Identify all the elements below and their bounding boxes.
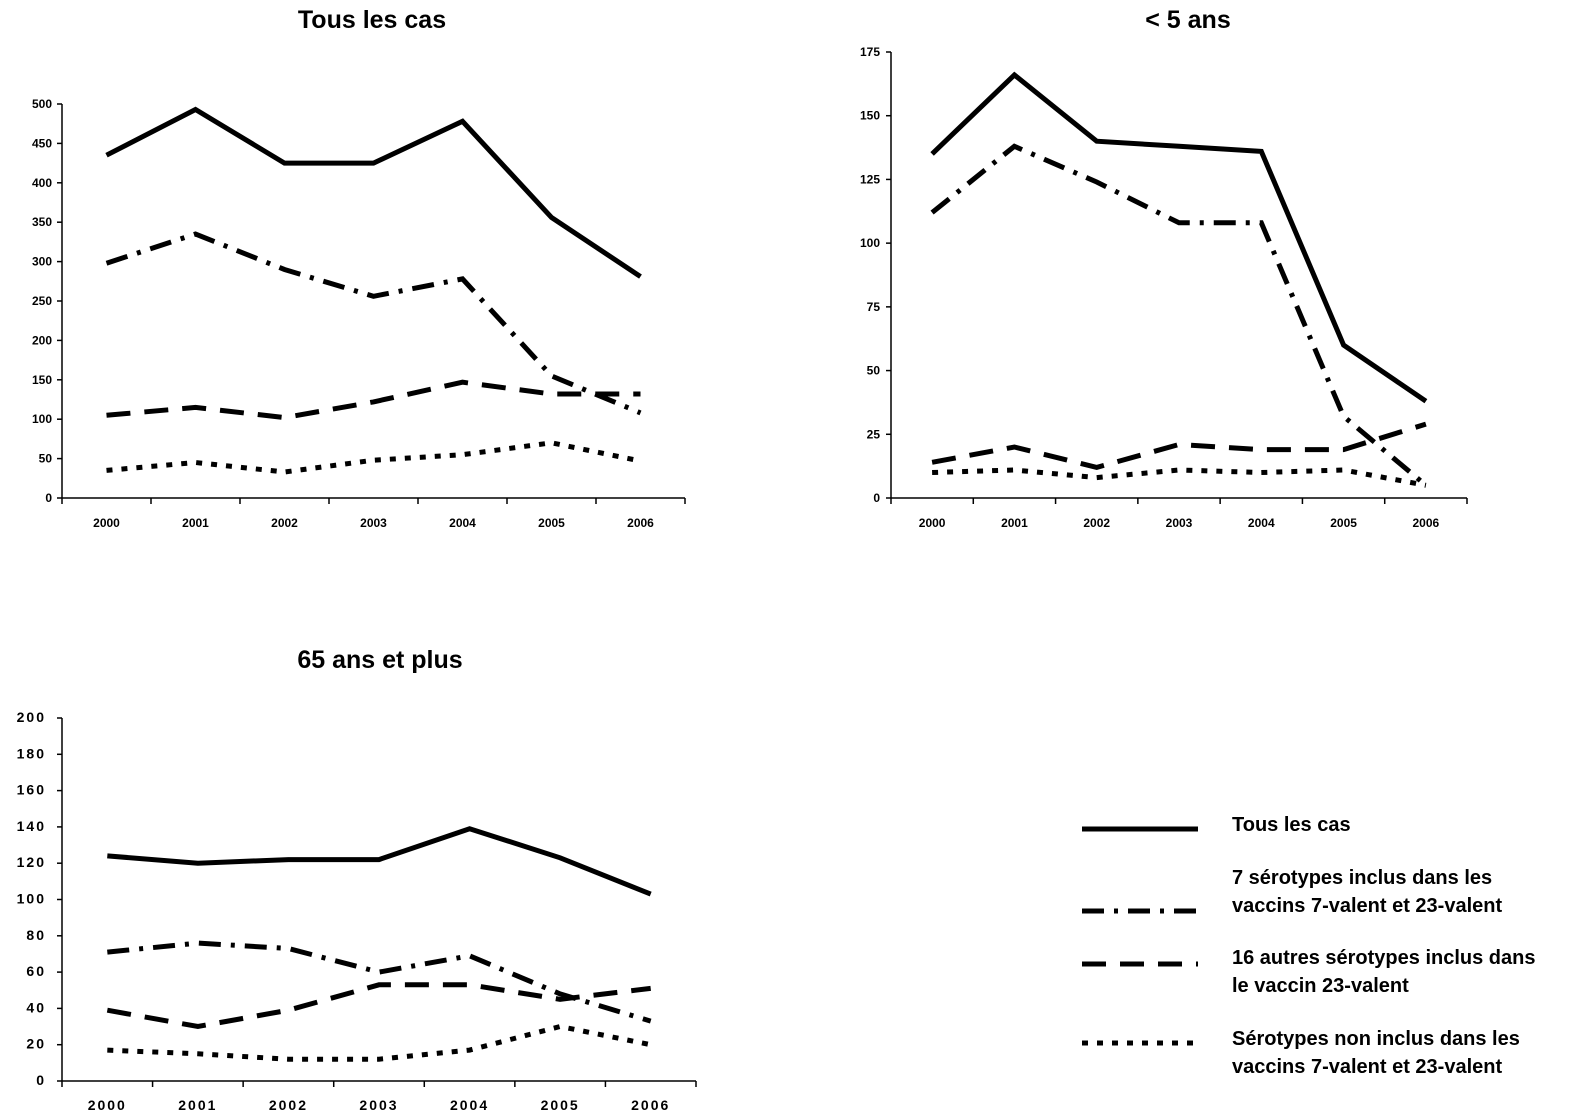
x-tick-label: 2003: [360, 516, 387, 530]
x-tick-label: 2003: [1166, 516, 1193, 530]
y-tick-label: 100: [32, 412, 52, 426]
series-line-solid: [930, 71, 1428, 404]
x-tick-label: 2004: [1248, 516, 1275, 530]
y-tick-label: 350: [32, 215, 52, 229]
y-tick-label: 140: [17, 818, 46, 834]
series-line-dashdot: [105, 231, 642, 416]
y-tick-label: 40: [26, 999, 46, 1015]
y-tick-label: 125: [860, 172, 880, 186]
x-tick-label: 2000: [93, 516, 120, 530]
y-tick-label: 60: [26, 963, 46, 979]
y-tick-label: 100: [860, 236, 880, 250]
y-tick-label: 175: [860, 45, 880, 59]
x-tick-label: 2005: [1330, 516, 1357, 530]
chart-title: 65 ans et plus: [297, 646, 462, 674]
legend: Tous les cas 7 sérotypes inclus dans les v…: [1082, 814, 1535, 1078]
y-tick-label: 250: [32, 294, 52, 308]
y-tick-label: 80: [26, 927, 46, 943]
series-line-dashdot: [930, 143, 1428, 488]
y-tick-label: 25: [867, 427, 881, 441]
x-tick-label: 2001: [182, 516, 209, 530]
y-tick-label: 180: [17, 745, 46, 761]
y-tick-label: 300: [32, 255, 52, 269]
x-tick-label: 2001: [178, 1097, 217, 1113]
chart-title: < 5 ans: [1145, 6, 1230, 34]
chart-tous-les-cas: Tous les cas 0 50 100 150 200 250 300 350 400 450…: [32, 6, 686, 530]
x-tick-label: 2000: [88, 1097, 127, 1113]
legend-label: vaccins 7-valent et 23-valent: [1232, 895, 1502, 917]
chart-moins-de-5-ans: < 5 ans 0 25 50 75 100 125 150 175 2000 2001 2002 2…: [860, 6, 1468, 530]
legend-label: Sérotypes non inclus dans les: [1232, 1028, 1520, 1050]
series-line-dotted: [107, 1023, 652, 1062]
y-tick-label: 160: [17, 782, 46, 798]
x-tick-label: 2002: [1083, 516, 1110, 530]
y-tick-label: 150: [32, 373, 52, 387]
x-tick-label: 2002: [269, 1097, 308, 1113]
x-tick-label: 2003: [359, 1097, 398, 1113]
y-tick-label: 500: [32, 97, 52, 111]
x-tick-label: 2005: [538, 516, 565, 530]
y-tick-label: 450: [32, 136, 52, 150]
y-tick-label: 120: [17, 854, 46, 870]
legend-label: Tous les cas: [1232, 814, 1351, 836]
y-tick-label: 0: [45, 491, 52, 505]
y-tick-label: 50: [867, 364, 881, 378]
chart-title: Tous les cas: [298, 6, 446, 34]
y-tick-label: 75: [867, 300, 881, 314]
x-tick-label: 2005: [541, 1097, 580, 1113]
legend-label: 16 autres sérotypes inclus dans: [1232, 947, 1535, 969]
series-line-solid: [107, 826, 652, 897]
chart-65-ans-et-plus: 65 ans et plus 0 20 40 60 80 100 120 140 160 180 2…: [17, 646, 697, 1113]
legend-label: 7 sérotypes inclus dans les: [1232, 867, 1492, 889]
y-tick-label: 50: [39, 452, 53, 466]
x-tick-label: 2004: [449, 516, 476, 530]
y-tick-label: 150: [860, 109, 880, 123]
x-tick-label: 2006: [627, 516, 654, 530]
series-line-dashed: [931, 421, 1427, 470]
series-line-dotted: [932, 467, 1427, 488]
y-tick-label: 0: [36, 1072, 46, 1088]
y-tick-label: 20: [26, 1036, 46, 1052]
series-line-solid: [105, 106, 642, 279]
series-line-dashdot: [107, 940, 652, 1024]
y-tick-label: 100: [17, 891, 46, 907]
x-tick-label: 2006: [1413, 516, 1440, 530]
x-tick-label: 2001: [1001, 516, 1028, 530]
x-tick-label: 2006: [631, 1097, 670, 1113]
x-tick-label: 2004: [450, 1097, 489, 1113]
legend-label: le vaccin 23-valent: [1232, 975, 1409, 997]
series-line-dotted: [106, 440, 642, 475]
y-tick-label: 200: [32, 333, 52, 347]
y-tick-label: 400: [32, 176, 52, 190]
y-tick-label: 200: [17, 709, 46, 725]
legend-label: vaccins 7-valent et 23-valent: [1232, 1056, 1502, 1078]
series-line-dashed: [106, 379, 641, 421]
x-tick-label: 2002: [271, 516, 298, 530]
series-line-dashed: [106, 982, 651, 1030]
x-tick-label: 2000: [919, 516, 946, 530]
y-tick-label: 0: [873, 491, 880, 505]
